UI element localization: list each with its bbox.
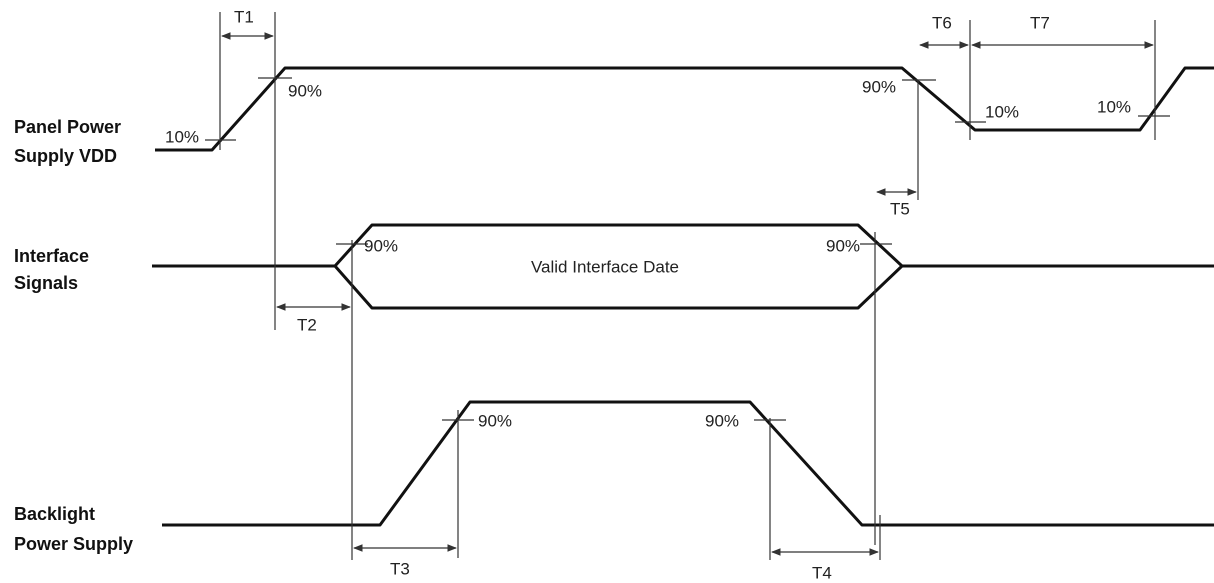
timing-label: T3: [390, 559, 410, 578]
level-label: 90%: [705, 411, 739, 430]
signal-label: Supply VDD: [14, 146, 117, 166]
data-window-label: Valid Interface Date: [531, 257, 679, 276]
signal-label: Panel Power: [14, 117, 121, 137]
level-label: 90%: [862, 77, 896, 96]
backlight-waveform: [162, 400, 1214, 527]
timing-label: T5: [890, 199, 910, 218]
reference-lines: [205, 12, 1170, 560]
level-label: 90%: [288, 81, 322, 100]
timing-label: T7: [1030, 13, 1050, 32]
signal-label: Signals: [14, 273, 78, 293]
level-label: 90%: [364, 236, 398, 255]
level-label: 10%: [985, 102, 1019, 121]
signal-label: Interface: [14, 246, 89, 266]
level-label: 10%: [1097, 97, 1131, 116]
timing-label: T6: [932, 13, 952, 32]
level-label: 10%: [165, 127, 199, 146]
timing-label: T1: [234, 7, 254, 26]
signal-label: Power Supply: [14, 534, 133, 554]
panel-power-waveform: [155, 66, 1214, 152]
level-label: 90%: [826, 236, 860, 255]
timing-label: T4: [812, 563, 832, 582]
signal-label: Backlight: [14, 504, 95, 524]
level-label: 90%: [478, 411, 512, 430]
timing-label: T2: [297, 315, 317, 334]
